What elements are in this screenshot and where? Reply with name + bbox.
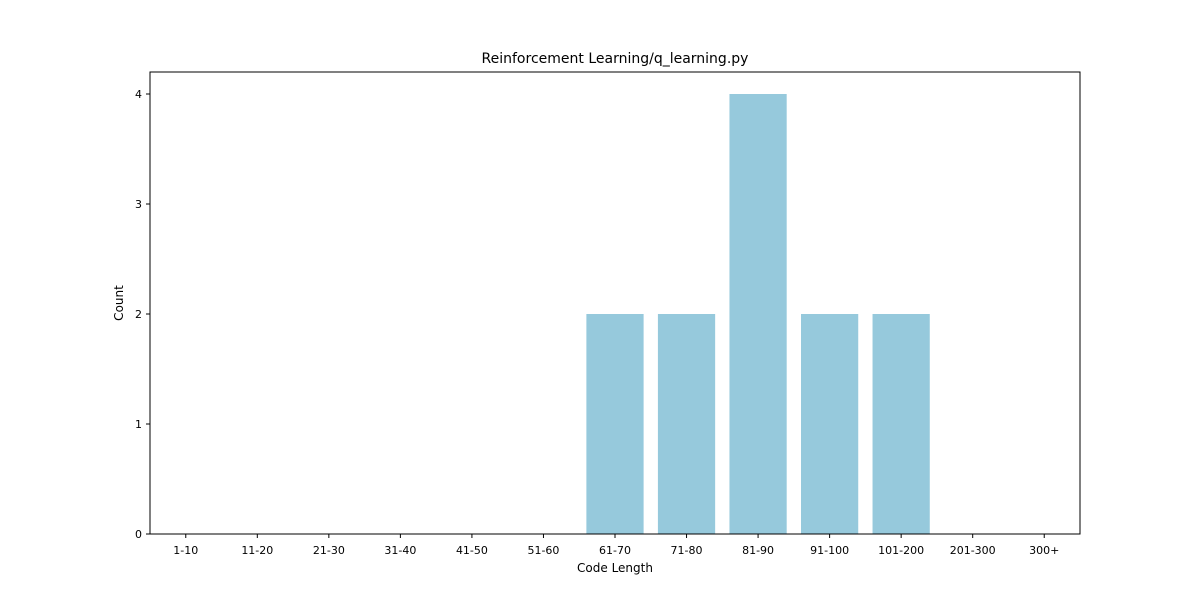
- bar-91-100: [801, 314, 859, 534]
- x-axis-label: Code Length: [577, 561, 653, 575]
- x-tick-label: 300+: [1029, 544, 1059, 557]
- x-tick-label: 11-20: [241, 544, 273, 557]
- plot-frame: [149, 71, 1081, 535]
- x-tick-label: 201-300: [950, 544, 996, 557]
- y-tick-label: 2: [135, 308, 142, 321]
- bar-101-200: [872, 314, 930, 534]
- x-ticks-group: 1-10 11-20 21-30 31-40 41-50 51-60 61-70 71-80 8…: [173, 534, 1059, 557]
- bar-71-80: [657, 314, 716, 534]
- x-tick-label: 71-80: [671, 544, 703, 557]
- chart-title: Reinforcement Learning/q_learning.py: [482, 51, 749, 67]
- x-tick-label: 51-60: [527, 544, 559, 557]
- x-tick-label: 41-50: [456, 544, 488, 557]
- x-tick-label: 101-200: [878, 544, 924, 557]
- y-ticks-group: 0 1 2 3 4: [135, 88, 150, 541]
- bar-61-70: [586, 314, 644, 534]
- y-tick-label: 0: [135, 528, 142, 541]
- x-tick-label: 81-90: [742, 544, 774, 557]
- bar-81-90: [729, 94, 787, 534]
- y-tick-label: 1: [135, 418, 142, 431]
- x-tick-label: 21-30: [313, 544, 345, 557]
- x-tick-label: 61-70: [599, 544, 631, 557]
- y-tick-label: 3: [135, 198, 142, 211]
- x-tick-label: 91-100: [810, 544, 849, 557]
- x-tick-label: 31-40: [384, 544, 416, 557]
- bars-group: [586, 94, 930, 534]
- x-tick-label: 1-10: [173, 544, 198, 557]
- y-axis-label: Count: [112, 285, 126, 321]
- y-tick-label: 4: [135, 88, 142, 101]
